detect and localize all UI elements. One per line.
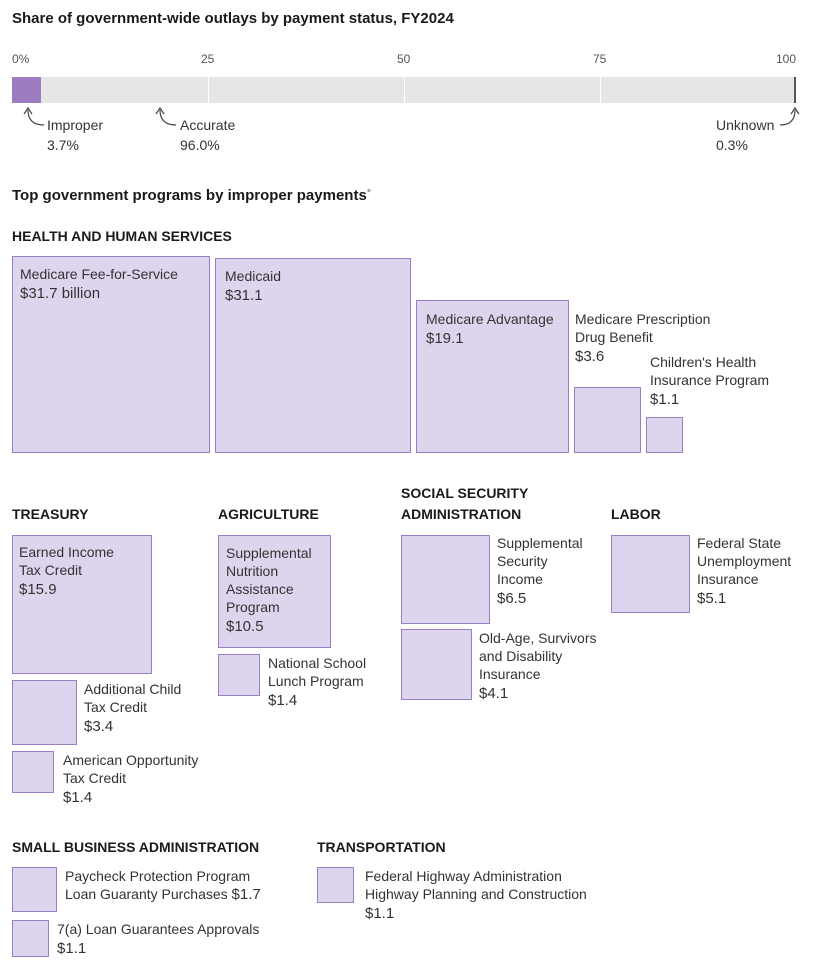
- tick-label: 50: [397, 52, 411, 66]
- dept-heading-hhs: HEALTH AND HUMAN SERVICES: [12, 228, 232, 244]
- gridline: [404, 77, 405, 103]
- label-medicare-rx: Medicare Prescription Drug Benefit $3.6: [575, 311, 711, 365]
- gridline: [600, 77, 601, 103]
- label-chip: Children's Health Insurance Program $1.1: [650, 354, 770, 408]
- dept-heading-transportation: TRANSPORTATION: [317, 839, 446, 855]
- box-oasdi: [401, 629, 472, 700]
- dept-heading-agriculture: AGRICULTURE: [218, 506, 319, 522]
- tick-label: 75: [593, 52, 607, 66]
- bar-segment-unknown: [793, 77, 796, 103]
- box-medicare-ffs: [12, 256, 210, 453]
- section-subtitle: Top government programs by improper paym…: [12, 187, 372, 204]
- label-actc: Additional Child Tax Credit $3.4: [84, 681, 182, 735]
- label-7a: 7(a) Loan Guarantees Approvals $1.1: [57, 921, 260, 957]
- label-snap: Supplemental Nutrition Assistance Program $…: [226, 545, 312, 635]
- label-improper: Improper 3.7%: [47, 117, 104, 153]
- box-eitc: [12, 535, 152, 674]
- box-fhwa: [317, 867, 354, 903]
- box-ssi: [401, 535, 490, 624]
- improper-arrow: [27, 109, 45, 126]
- bar-segment-accurate: [41, 77, 794, 103]
- label-unemployment: Federal State Unemployment Insurance $5.1: [697, 535, 792, 607]
- unknown-arrowhead: [790, 106, 800, 115]
- label-oasdi: Old-Age, Survivors and Disability Insuranc…: [479, 630, 597, 702]
- box-medicaid: [215, 258, 411, 453]
- tick-label: 0%: [12, 52, 30, 66]
- dept-heading-treasury: TREASURY: [12, 506, 89, 522]
- box-actc: [12, 680, 77, 745]
- tick-label: 25: [201, 52, 215, 66]
- label-aotc: American Opportunity Tax Credit $1.4: [63, 752, 199, 806]
- bar-segment-improper: [12, 77, 41, 103]
- unknown-arrow: [779, 109, 796, 126]
- label-accurate: Accurate 96.0%: [180, 117, 236, 153]
- tick-label: 100: [776, 52, 797, 66]
- box-unemployment: [611, 535, 690, 613]
- box-medicare-advantage: [416, 300, 569, 453]
- share-bar-track: [12, 77, 796, 103]
- box-chip: [646, 417, 683, 453]
- label-medicare-ffs: Medicare Fee-for-Service $31.7 billion: [20, 266, 178, 302]
- accurate-arrowhead: [155, 106, 165, 115]
- chart-title: Share of government-wide outlays by paym…: [12, 10, 454, 27]
- label-fhwa: Federal Highway Administration Highway Pl…: [365, 868, 587, 922]
- label-medicaid: Medicaid $31.1: [225, 268, 282, 304]
- label-medicare-advantage: Medicare Advantage $19.1: [426, 311, 554, 347]
- label-eitc: Earned Income Tax Credit $15.9: [19, 544, 114, 598]
- box-7a: [12, 920, 49, 957]
- annotation-arrows: [23, 106, 800, 126]
- box-snap: [218, 535, 331, 648]
- box-aotc: [12, 751, 54, 793]
- accurate-arrow: [159, 109, 177, 126]
- label-unknown: Unknown 0.3%: [716, 117, 775, 153]
- box-ppp: [12, 867, 57, 912]
- gridline: [208, 77, 209, 103]
- dept-heading-labor: LABOR: [611, 506, 661, 522]
- box-nslp: [218, 654, 260, 696]
- box-medicare-rx: [574, 387, 641, 453]
- label-ppp: Paycheck Protection Program Loan Guaranty…: [65, 868, 261, 903]
- label-ssi: Supplemental Security Income $6.5: [497, 535, 583, 607]
- improper-arrowhead: [23, 106, 33, 115]
- label-nslp: National School Lunch Program $1.4: [268, 655, 367, 709]
- dept-heading-sba: SMALL BUSINESS ADMINISTRATION: [12, 839, 260, 855]
- dept-heading-ssa: SOCIAL SECURITY ADMINISTRATION: [401, 485, 529, 522]
